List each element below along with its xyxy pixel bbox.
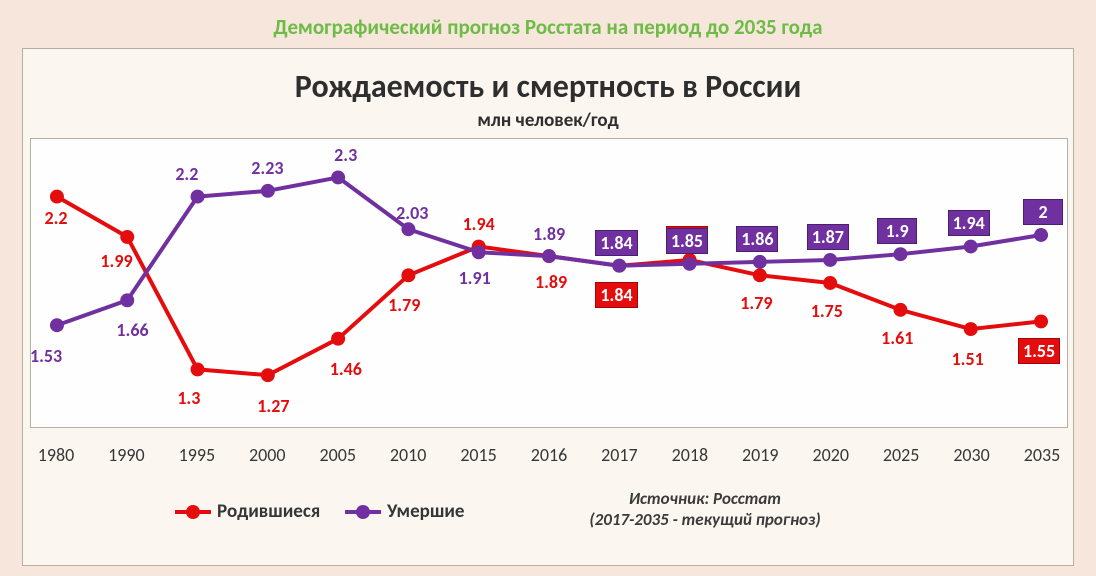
data-label-died: 1.9 xyxy=(877,218,917,244)
x-tick-label: 2015 xyxy=(449,444,509,466)
x-tick-label: 2017 xyxy=(589,444,649,466)
x-tick-label: 2010 xyxy=(378,444,438,466)
series-marker-born xyxy=(753,268,767,282)
source-line-1: Источник: Росстат xyxy=(530,488,880,509)
source-line-2: (2017-2035 - текущий прогноз) xyxy=(530,509,880,530)
series-marker-born xyxy=(1034,314,1048,328)
data-label-died: 1.87 xyxy=(807,224,849,250)
series-marker-died xyxy=(823,253,837,267)
data-label-born: 1.51 xyxy=(948,347,988,371)
x-tick-label: 1980 xyxy=(26,444,86,466)
series-marker-died xyxy=(261,184,275,198)
legend-marker-icon xyxy=(175,503,211,521)
chart-source: Источник: Росстат (2017-2035 - текущий п… xyxy=(530,488,880,530)
x-tick-label: 2016 xyxy=(519,444,579,466)
series-marker-died xyxy=(753,255,767,269)
series-marker-died xyxy=(472,245,486,259)
chart-title: Рождаемость и смертность в России xyxy=(23,67,1073,106)
x-tick-label: 1995 xyxy=(167,444,227,466)
data-label-died: 1.53 xyxy=(26,344,66,368)
series-marker-died xyxy=(50,318,64,332)
data-label-died: 2.23 xyxy=(247,156,287,180)
series-marker-born xyxy=(50,190,64,204)
data-label-born: 1.3 xyxy=(169,386,209,410)
data-label-died: 1.94 xyxy=(948,210,990,236)
x-tick-label: 2005 xyxy=(308,444,368,466)
data-label-died: 1.84 xyxy=(595,230,637,256)
data-label-born: 1.55 xyxy=(1018,338,1060,364)
data-label-born: 1.94 xyxy=(459,212,499,236)
series-marker-born xyxy=(331,332,345,346)
series-marker-born xyxy=(120,230,134,244)
x-tick-label: 2018 xyxy=(660,444,720,466)
data-label-born: 1.79 xyxy=(384,293,424,317)
data-label-born: 1.46 xyxy=(326,357,366,381)
series-marker-died xyxy=(893,247,907,261)
x-tick-label: 1990 xyxy=(96,444,156,466)
series-marker-born xyxy=(401,268,415,282)
x-tick-label: 2019 xyxy=(730,444,790,466)
x-tick-label: 2035 xyxy=(1012,444,1072,466)
series-marker-born xyxy=(964,322,978,336)
legend-item-died: Умершие xyxy=(345,500,465,523)
series-marker-born xyxy=(261,368,275,382)
data-label-died: 1.86 xyxy=(736,226,778,252)
legend-marker-icon xyxy=(345,503,381,521)
x-tick-label: 2000 xyxy=(237,444,297,466)
series-marker-born xyxy=(893,303,907,317)
data-label-died: 1.66 xyxy=(112,318,152,342)
data-label-born: 1.99 xyxy=(96,249,136,273)
series-marker-died xyxy=(120,293,134,307)
data-label-died: 1.85 xyxy=(666,228,708,254)
chart-subtitle: млн человек/год xyxy=(23,109,1073,132)
data-label-born: 1.61 xyxy=(877,326,917,350)
data-label-died: 2 xyxy=(1023,199,1063,225)
legend-label: Умершие xyxy=(387,500,465,523)
x-tick-label: 2025 xyxy=(871,444,931,466)
data-label-born: 1.79 xyxy=(736,291,776,315)
data-label-born: 1.84 xyxy=(595,282,637,308)
data-label-died: 2.2 xyxy=(167,162,207,186)
legend-item-born: Родившиеся xyxy=(175,500,320,523)
series-marker-born xyxy=(191,362,205,376)
data-label-born: 1.75 xyxy=(807,299,847,323)
data-label-died: 2.3 xyxy=(326,143,366,167)
series-marker-died xyxy=(1034,228,1048,242)
x-tick-label: 2030 xyxy=(942,444,1002,466)
series-marker-died xyxy=(964,240,978,254)
series-marker-died xyxy=(542,249,556,263)
data-label-born: 1.89 xyxy=(531,270,571,294)
series-marker-born xyxy=(823,276,837,290)
legend-label: Родившиеся xyxy=(217,500,320,523)
x-tick-label: 2020 xyxy=(801,444,861,466)
series-marker-died xyxy=(683,257,697,271)
series-marker-died xyxy=(331,170,345,184)
data-label-died: 1.89 xyxy=(529,222,569,246)
data-label-died: 1.91 xyxy=(455,266,495,290)
data-label-born: 2.2 xyxy=(36,206,76,230)
data-label-born: 1.27 xyxy=(253,394,293,418)
page-title: Демографический прогноз Росстата на пери… xyxy=(0,14,1096,40)
series-marker-died xyxy=(191,190,205,204)
data-label-died: 2.03 xyxy=(392,201,432,225)
series-marker-died xyxy=(612,259,626,273)
